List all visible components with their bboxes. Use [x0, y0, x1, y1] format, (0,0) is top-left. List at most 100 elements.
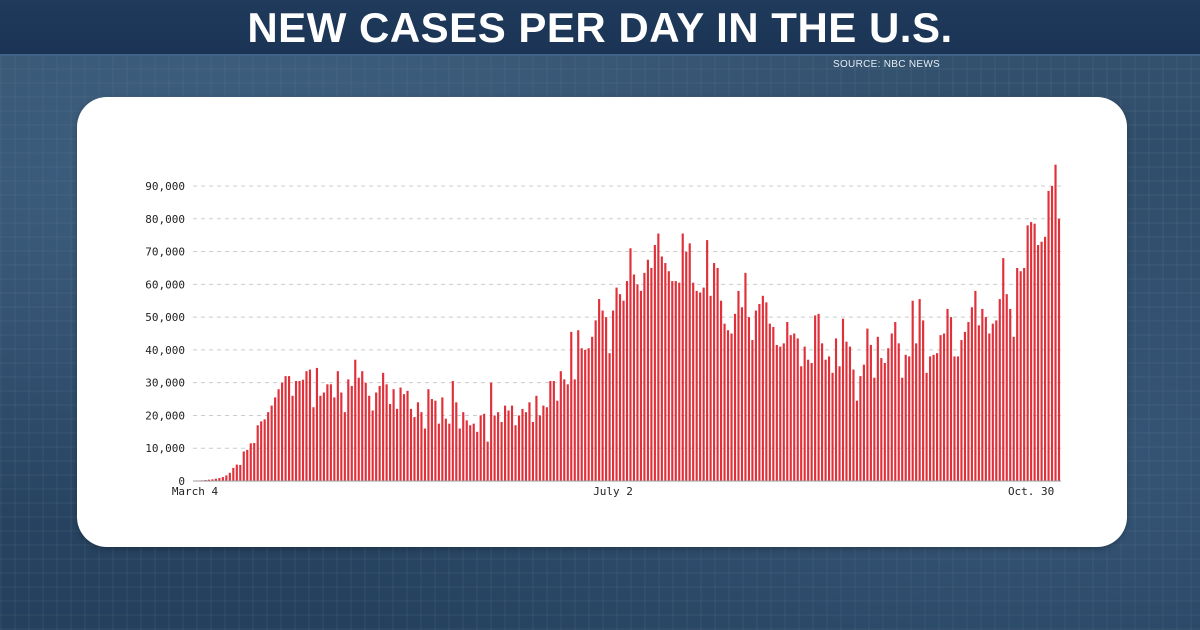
bar [587, 348, 590, 481]
bar [242, 451, 245, 481]
bar [305, 371, 308, 481]
source-credit: SOURCE: NBC NEWS [833, 59, 941, 70]
bar [221, 477, 224, 481]
bar [1050, 186, 1054, 481]
bar [963, 331, 967, 481]
bar [214, 478, 217, 481]
bar [517, 415, 521, 481]
bar [768, 323, 771, 481]
bar [821, 343, 824, 481]
bar [970, 307, 973, 481]
bar [1047, 190, 1050, 482]
bar [514, 425, 517, 481]
bar [841, 318, 845, 481]
axes: 0 10,000 20,000 30,000 40,000 50,000 60,000 70,… [145, 180, 1061, 498]
bar [510, 405, 514, 481]
bar [873, 377, 876, 481]
bar [636, 284, 639, 481]
bar [925, 372, 928, 481]
bar [709, 295, 712, 481]
bar [688, 243, 691, 481]
y-tick-label: 30,000 [145, 377, 185, 390]
bar [577, 330, 580, 481]
bar [291, 395, 294, 481]
bar [1002, 258, 1005, 481]
bar [350, 385, 353, 481]
bar [420, 412, 423, 481]
bar [618, 294, 622, 481]
bar [988, 333, 991, 481]
bar [981, 308, 984, 481]
bar [730, 333, 733, 481]
bar [911, 300, 914, 481]
bar [960, 340, 963, 481]
bar [779, 346, 782, 481]
bar [786, 322, 789, 481]
bar [908, 356, 911, 481]
bar [685, 251, 688, 481]
bar [246, 449, 249, 481]
bar-chart: 0 10,000 20,000 30,000 40,000 50,000 60,000 70,… [145, 164, 1061, 498]
bar [570, 331, 573, 481]
bar [423, 428, 427, 481]
bar [284, 376, 287, 481]
bar [643, 272, 646, 481]
bar [524, 412, 528, 481]
bar [573, 379, 576, 481]
bar [897, 343, 900, 481]
bar [392, 389, 395, 481]
bar [758, 304, 761, 481]
bar [343, 412, 346, 481]
y-tick-label: 10,000 [145, 442, 185, 455]
bar [814, 315, 817, 481]
page-title: NEW CASES PER DAY IN THE U.S. [247, 4, 953, 51]
bar [946, 308, 949, 481]
bar [977, 325, 980, 481]
bar [267, 412, 270, 481]
bar [455, 402, 458, 481]
bar [413, 417, 416, 481]
y-tick-label: 90,000 [145, 180, 185, 193]
bar [796, 338, 799, 481]
bar [653, 245, 656, 481]
bar [859, 376, 862, 481]
bar [598, 299, 601, 481]
bar [493, 415, 496, 481]
bar [531, 422, 535, 481]
bar [803, 346, 806, 481]
bar [625, 281, 629, 481]
bar [437, 423, 440, 481]
bar [528, 402, 531, 481]
bar [915, 343, 918, 481]
bar [737, 290, 740, 481]
bar [646, 259, 649, 481]
bar [389, 403, 392, 481]
bar [726, 330, 730, 481]
bar [953, 356, 956, 481]
bar [263, 419, 266, 481]
bar [901, 377, 904, 481]
bar [361, 371, 364, 481]
bar [800, 366, 803, 481]
bar [441, 397, 444, 481]
bar [256, 425, 259, 481]
bar [852, 369, 855, 481]
bar [253, 442, 256, 481]
bar [608, 353, 611, 481]
bar [490, 382, 493, 481]
bar [681, 233, 684, 481]
bar [834, 338, 838, 481]
bar [657, 233, 660, 481]
bar [751, 340, 754, 481]
bar [552, 381, 555, 481]
bar [287, 376, 291, 481]
bar [448, 423, 451, 481]
bar [395, 408, 399, 481]
bar [869, 344, 872, 481]
bar [486, 441, 489, 481]
bar [775, 344, 778, 481]
bar [1016, 267, 1019, 481]
bar [326, 384, 329, 481]
title-bar: NEW CASES PER DAY IN THE U.S. [0, 0, 1200, 56]
bar [444, 418, 447, 481]
